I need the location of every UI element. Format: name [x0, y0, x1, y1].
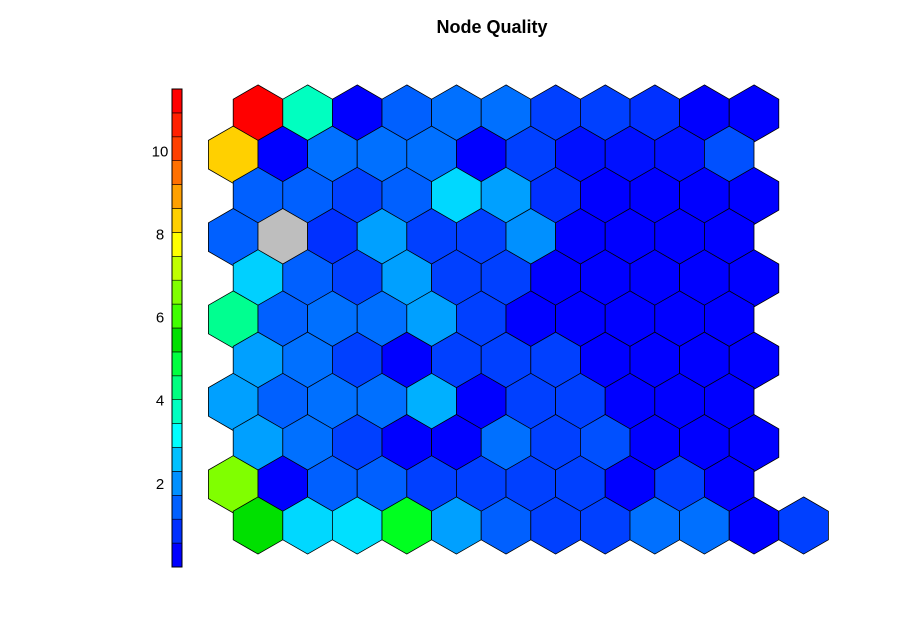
colorbar-segment	[171, 375, 183, 400]
colorbar-frame	[171, 88, 183, 568]
colorbar-segment	[171, 351, 183, 377]
colorbar-segment	[171, 112, 183, 138]
colorbar-segment	[171, 160, 183, 185]
colorbar-segment	[171, 327, 183, 353]
colorbar-segment	[171, 88, 183, 114]
som-hex-grid	[207, 84, 829, 555]
colorbar-segment	[171, 399, 183, 424]
colorbar-segment	[171, 542, 183, 568]
colorbar-legend	[171, 88, 183, 568]
colorbar-tick-label: 4	[156, 393, 164, 410]
colorbar-tick-label: 8	[156, 226, 164, 243]
colorbar-segment	[171, 208, 183, 233]
colorbar-tick-label: 10	[152, 143, 169, 160]
colorbar-segment	[171, 518, 183, 544]
colorbar-segment	[171, 471, 183, 496]
colorbar-segment	[171, 423, 183, 448]
colorbar-tick-label: 6	[156, 310, 164, 327]
hex-node	[778, 496, 829, 555]
colorbar-segment	[171, 232, 183, 257]
colorbar-segment	[171, 303, 183, 329]
chart-title: Node Quality	[436, 17, 547, 37]
colorbar-segment	[171, 255, 183, 281]
colorbar-segment	[171, 447, 183, 472]
colorbar-segment	[171, 184, 183, 209]
colorbar-segment	[171, 136, 183, 162]
colorbar-segment	[171, 279, 183, 305]
colorbar-tick-label: 2	[156, 476, 164, 493]
colorbar-segment	[171, 494, 183, 520]
colorbar-ticks: 2 4 6 8 10	[152, 143, 169, 493]
